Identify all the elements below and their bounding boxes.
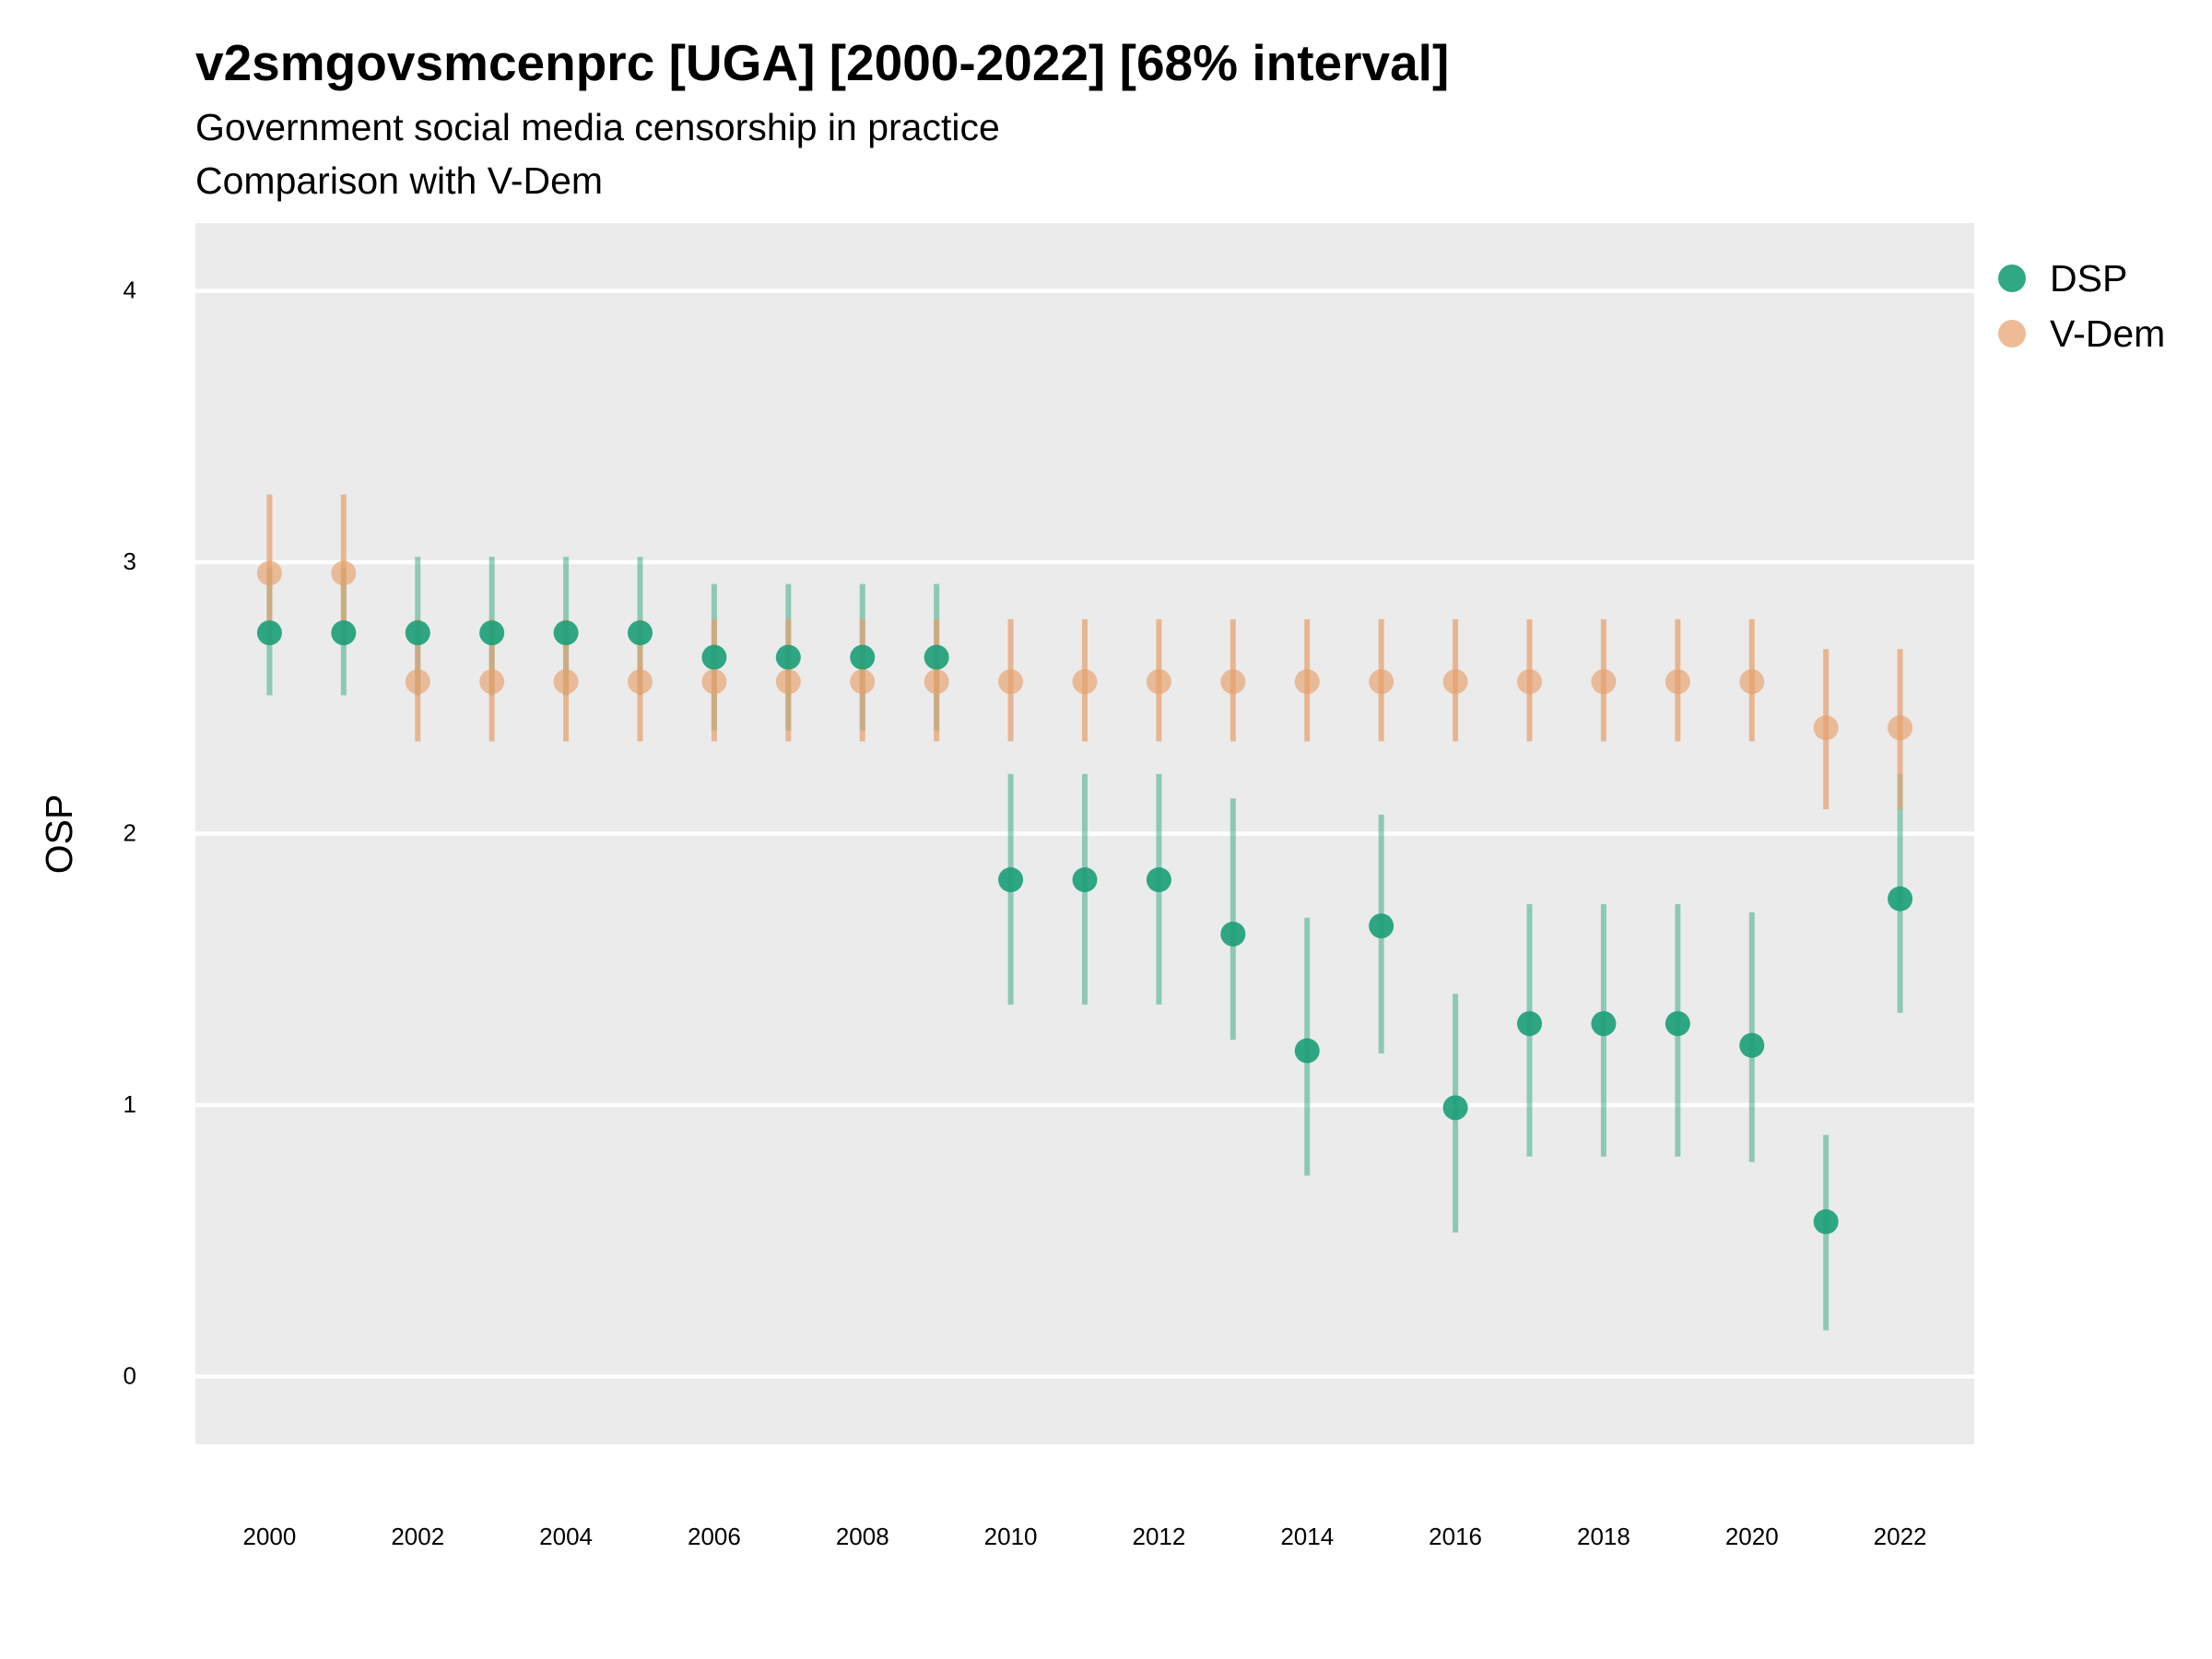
dsp-point-2014 xyxy=(1294,1038,1320,1064)
vdem-point-2016 xyxy=(1442,669,1468,695)
vdem-point-2006 xyxy=(701,669,727,695)
vdem-points xyxy=(256,560,1913,741)
dsp-point-2020 xyxy=(1739,1032,1765,1058)
x-tick-label: 2012 xyxy=(1132,1523,1185,1550)
vdem-point-2017 xyxy=(1517,669,1542,695)
x-tick-label: 2018 xyxy=(1577,1523,1630,1550)
legend: DSP V-Dem xyxy=(1998,251,2165,361)
dsp-point-2011 xyxy=(1072,867,1098,893)
dsp-point-2012 xyxy=(1146,867,1171,893)
dsp-point-2000 xyxy=(256,620,282,646)
x-tick-label: 2002 xyxy=(391,1523,444,1550)
x-tick-label: 2006 xyxy=(688,1523,741,1550)
dsp-point-2001 xyxy=(331,620,357,646)
vdem-point-2009 xyxy=(924,669,949,695)
vdem-point-2011 xyxy=(1072,669,1098,695)
vdem-point-2022 xyxy=(1888,715,1913,741)
x-tick-label: 2008 xyxy=(836,1523,889,1550)
legend-item-dsp: DSP xyxy=(1998,251,2165,306)
x-tick-label: 2000 xyxy=(242,1523,296,1550)
dsp-point-2016 xyxy=(1442,1095,1468,1121)
vdem-point-2012 xyxy=(1146,669,1171,695)
y-axis-label: OSP xyxy=(38,794,80,875)
x-tick-label: 2014 xyxy=(1280,1523,1334,1550)
dsp-point-2018 xyxy=(1591,1011,1617,1037)
dsp-point-2013 xyxy=(1220,921,1246,947)
y-tick-label: 4 xyxy=(124,276,136,304)
vdem-point-2001 xyxy=(331,560,357,586)
vdem-point-2015 xyxy=(1369,669,1394,695)
vdem-point-2003 xyxy=(479,669,505,695)
legend-key-dsp xyxy=(1998,265,2026,292)
x-tick-label: 2016 xyxy=(1429,1523,1482,1550)
dsp-point-2019 xyxy=(1665,1011,1690,1037)
y-tick-label: 0 xyxy=(124,1361,136,1389)
vdem-point-2000 xyxy=(256,560,282,586)
legend-label-dsp: DSP xyxy=(2050,256,2128,300)
vdem-point-2004 xyxy=(553,669,579,695)
chart-title: v2smgovsmcenprc [UGA] [2000-2022] [68% i… xyxy=(195,34,1450,91)
y-tick-label: 2 xyxy=(124,819,136,847)
dsp-point-2004 xyxy=(553,620,579,646)
x-tick-labels: 2000 2002 2004 2006 2008 2010 2012 2014 2016 2018… xyxy=(242,1523,1926,1550)
vdem-point-2002 xyxy=(405,669,430,695)
x-tick-label: 2022 xyxy=(1874,1523,1927,1550)
chart-subtitle: Government social media censorship in pr… xyxy=(195,106,1000,148)
vdem-point-2008 xyxy=(850,669,876,695)
dsp-point-2022 xyxy=(1888,886,1913,912)
legend-item-vdem: V-Dem xyxy=(1998,306,2165,361)
y-tick-labels: 0 1 2 3 4 xyxy=(124,276,136,1390)
dsp-points xyxy=(256,620,1913,1235)
dsp-point-2002 xyxy=(405,620,430,646)
x-tick-label: 2020 xyxy=(1725,1523,1779,1550)
vdem-point-2020 xyxy=(1739,669,1765,695)
legend-label-vdem: V-Dem xyxy=(2050,312,2166,355)
vdem-point-2019 xyxy=(1665,669,1690,695)
vdem-point-2014 xyxy=(1294,669,1320,695)
vdem-point-2010 xyxy=(998,669,1024,695)
dsp-point-2003 xyxy=(479,620,505,646)
legend-key-vdem xyxy=(1998,320,2026,347)
dsp-point-2006 xyxy=(701,644,727,670)
gridlines xyxy=(195,288,1974,1379)
dsp-point-2007 xyxy=(775,644,801,670)
chart-subtitle-comparison: Comparison with V-Dem xyxy=(195,159,604,202)
vdem-point-2018 xyxy=(1591,669,1617,695)
dsp-point-2021 xyxy=(1813,1209,1839,1235)
vdem-point-2021 xyxy=(1813,715,1839,741)
dsp-point-2015 xyxy=(1369,913,1394,939)
dsp-point-2005 xyxy=(628,620,653,646)
x-tick-label: 2004 xyxy=(539,1523,593,1550)
x-tick-label: 2010 xyxy=(984,1523,1038,1550)
vdem-point-2005 xyxy=(628,669,653,695)
vdem-point-2007 xyxy=(775,669,801,695)
dsp-point-2009 xyxy=(924,644,949,670)
dsp-point-2008 xyxy=(850,644,876,670)
vdem-point-2013 xyxy=(1220,669,1246,695)
dsp-point-2017 xyxy=(1517,1011,1542,1037)
dsp-point-2010 xyxy=(998,867,1024,893)
y-tick-label: 3 xyxy=(124,547,136,575)
y-tick-label: 1 xyxy=(124,1090,136,1118)
